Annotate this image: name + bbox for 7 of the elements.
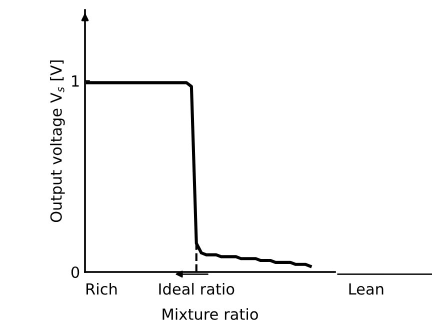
text: Lean (349, 283, 384, 295)
text: Rich (86, 282, 117, 295)
y-axis-title: Output voltage V$_{s}$ [V] (50, 60, 65, 222)
y-tick-label: 1 (72, 75, 79, 87)
y-tick-label: 0 (71, 266, 80, 278)
x-axis-title: Mixture ratio (162, 308, 258, 320)
text: Ideal ratio (159, 282, 234, 295)
